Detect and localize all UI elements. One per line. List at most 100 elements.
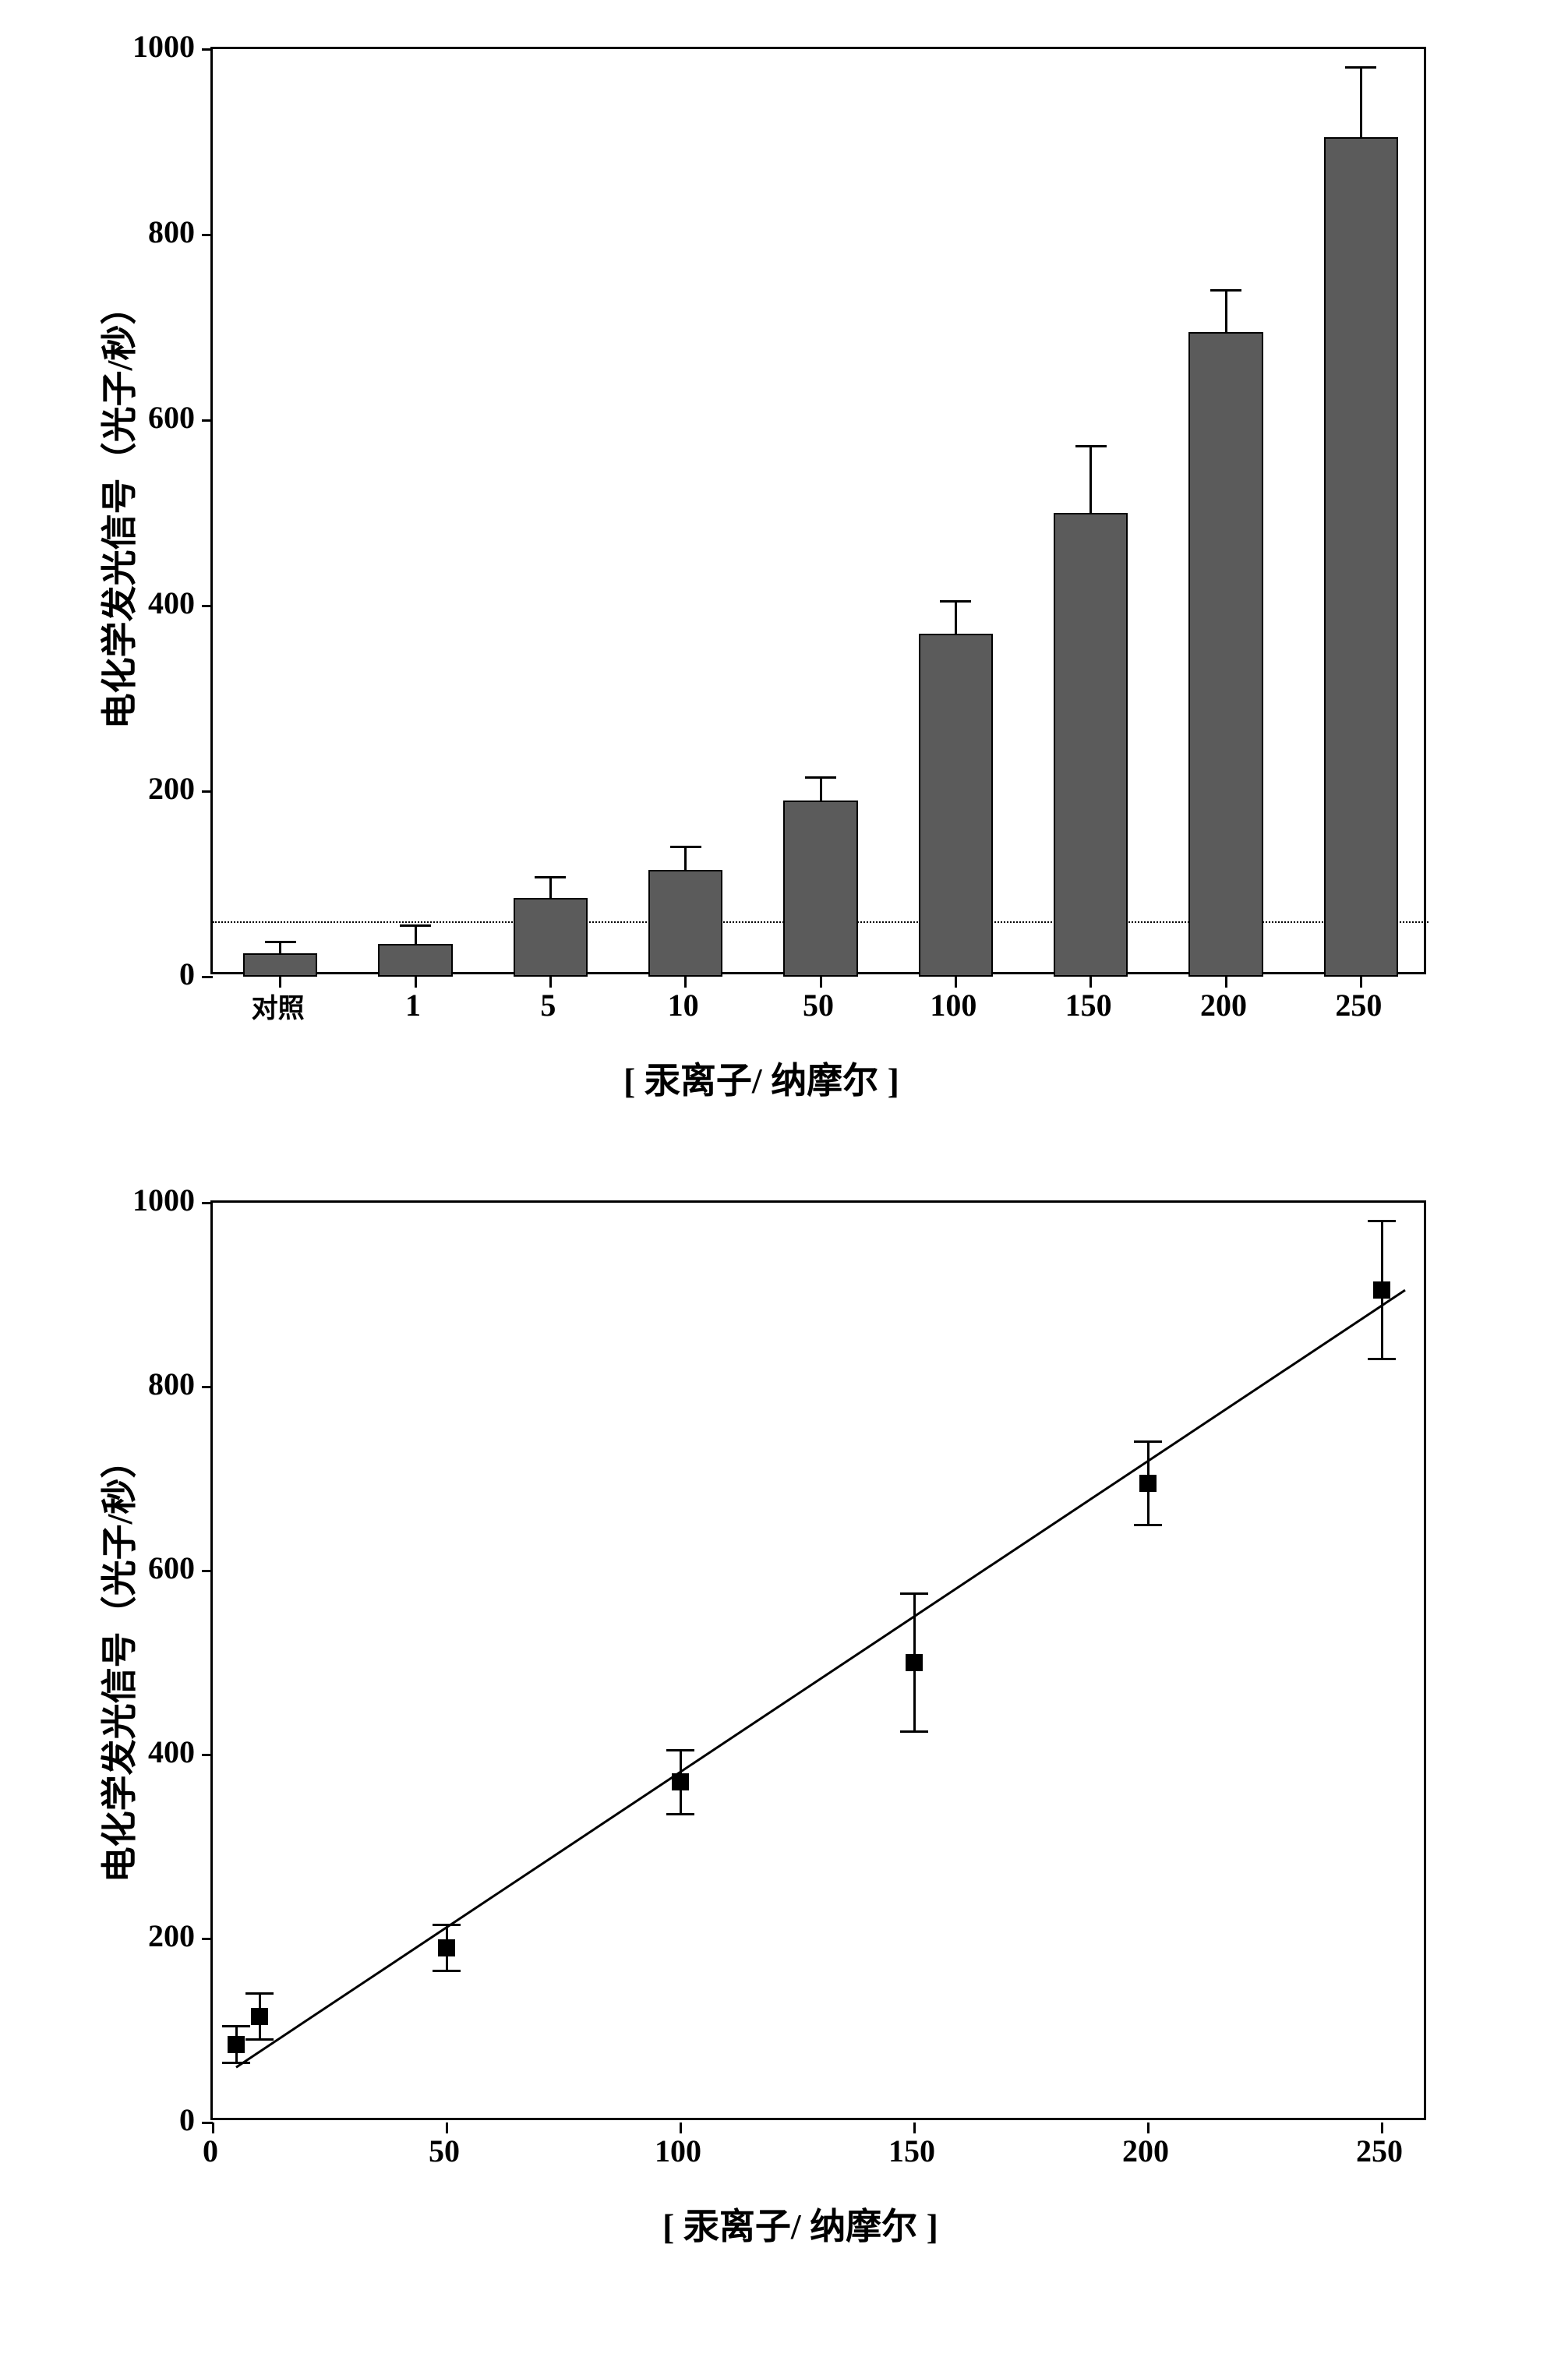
y-tick-label: 1000 <box>94 1182 195 1218</box>
error-bar <box>549 878 552 898</box>
data-point <box>672 1773 689 1790</box>
y-tick-label: 400 <box>94 1734 195 1770</box>
x-tick-label: 200 <box>1099 2133 1192 2169</box>
data-point <box>1373 1281 1390 1299</box>
error-cap <box>245 1992 274 1995</box>
x-tick <box>684 977 687 988</box>
error-cap <box>433 1924 461 1926</box>
y-tick <box>202 234 213 236</box>
error-cap <box>1075 445 1107 447</box>
error-cap <box>1210 289 1241 292</box>
error-cap <box>1134 1440 1162 1443</box>
y-tick <box>202 419 213 422</box>
panel-a-xlabel: [ 汞离子/ 纳摩尔 ] <box>623 1052 899 1104</box>
error-cap <box>1134 1524 1162 1526</box>
x-tick-label: 150 <box>865 2133 959 2169</box>
x-tick <box>955 977 957 988</box>
error-bar <box>684 847 687 870</box>
bar <box>378 944 452 977</box>
data-point <box>906 1654 923 1671</box>
fit-line <box>213 1203 1429 2122</box>
bar <box>1324 137 1398 977</box>
panel-b-plot <box>210 1200 1426 2120</box>
y-tick-label: 0 <box>94 956 195 992</box>
y-tick-label: 600 <box>94 399 195 436</box>
error-cap <box>666 1813 694 1815</box>
x-tick <box>1089 977 1092 988</box>
y-tick <box>202 1938 213 1940</box>
y-tick-label: 400 <box>94 585 195 621</box>
error-cap <box>535 876 566 878</box>
error-cap <box>265 941 296 943</box>
error-cap <box>433 1970 461 1972</box>
x-tick-label: 0 <box>164 2133 257 2169</box>
x-tick <box>212 2122 214 2133</box>
x-tick <box>279 977 281 988</box>
x-tick-label: 50 <box>397 2133 491 2169</box>
x-tick-label: 10 <box>629 987 738 1023</box>
x-tick-label: 50 <box>764 987 873 1023</box>
x-tick <box>820 977 822 988</box>
error-cap <box>1368 1358 1396 1360</box>
bar <box>1188 332 1263 977</box>
panel-b-xlabel: [ 汞离子/ 纳摩尔 ] <box>662 2198 938 2250</box>
x-tick <box>913 2122 916 2133</box>
x-tick <box>549 977 552 988</box>
y-tick <box>202 1570 213 1572</box>
bar <box>243 953 317 977</box>
x-tick <box>1381 2122 1383 2133</box>
error-cap <box>1368 1220 1396 1222</box>
error-cap <box>245 2038 274 2041</box>
y-tick <box>202 605 213 607</box>
x-tick <box>680 2122 682 2133</box>
x-tick <box>446 2122 448 2133</box>
x-tick-label: 100 <box>631 2133 725 2169</box>
error-cap <box>805 776 836 779</box>
error-cap <box>940 600 971 603</box>
panel-b: B 电化学发光信号（光子/秒） [ 汞离子/ 纳摩尔 ] 02004006008… <box>31 1185 1537 2276</box>
x-tick-label: 250 <box>1333 2133 1426 2169</box>
data-point <box>251 2008 268 2025</box>
x-tick-label: 5 <box>493 987 602 1023</box>
error-bar <box>1360 68 1362 137</box>
y-tick <box>202 1386 213 1388</box>
y-tick <box>202 976 213 978</box>
figure-root: A 电化学发光信号（光子/秒） [ 汞离子/ 纳摩尔 ] 02004006008… <box>31 31 1537 2276</box>
panel-a-plot <box>210 47 1426 974</box>
panel-a: A 电化学发光信号（光子/秒） [ 汞离子/ 纳摩尔 ] 02004006008… <box>31 31 1537 1138</box>
data-point <box>1139 1475 1157 1492</box>
y-tick <box>202 790 213 793</box>
y-tick <box>202 1202 213 1204</box>
bar <box>919 634 993 977</box>
panel-b-ylabel: 电化学发光信号（光子/秒） <box>91 1429 143 1896</box>
error-cap <box>222 2025 250 2027</box>
bar <box>648 870 722 977</box>
error-cap <box>900 1730 928 1733</box>
y-tick-label: 800 <box>94 214 195 250</box>
y-tick-label: 600 <box>94 1550 195 1586</box>
error-cap <box>1345 66 1376 69</box>
data-point <box>438 1939 455 1956</box>
y-tick-label: 200 <box>94 770 195 807</box>
error-cap <box>222 2062 250 2064</box>
error-bar <box>279 942 281 953</box>
x-tick-label: 对照 <box>224 987 333 1025</box>
bar <box>1054 513 1128 977</box>
y-tick-label: 200 <box>94 1917 195 1954</box>
error-bar <box>415 926 417 945</box>
y-tick-label: 1000 <box>94 28 195 65</box>
x-tick <box>1147 2122 1150 2133</box>
error-bar <box>1225 290 1227 332</box>
y-tick-label: 800 <box>94 1366 195 1402</box>
y-tick <box>202 1754 213 1756</box>
error-bar <box>1089 446 1092 513</box>
error-bar <box>955 601 957 634</box>
x-tick-label: 1 <box>358 987 468 1023</box>
y-tick <box>202 48 213 51</box>
x-tick <box>415 977 417 988</box>
error-bar <box>820 777 822 801</box>
x-tick-label: 100 <box>899 987 1008 1023</box>
x-tick <box>1225 977 1227 988</box>
bar <box>514 898 588 977</box>
bar <box>783 801 857 977</box>
